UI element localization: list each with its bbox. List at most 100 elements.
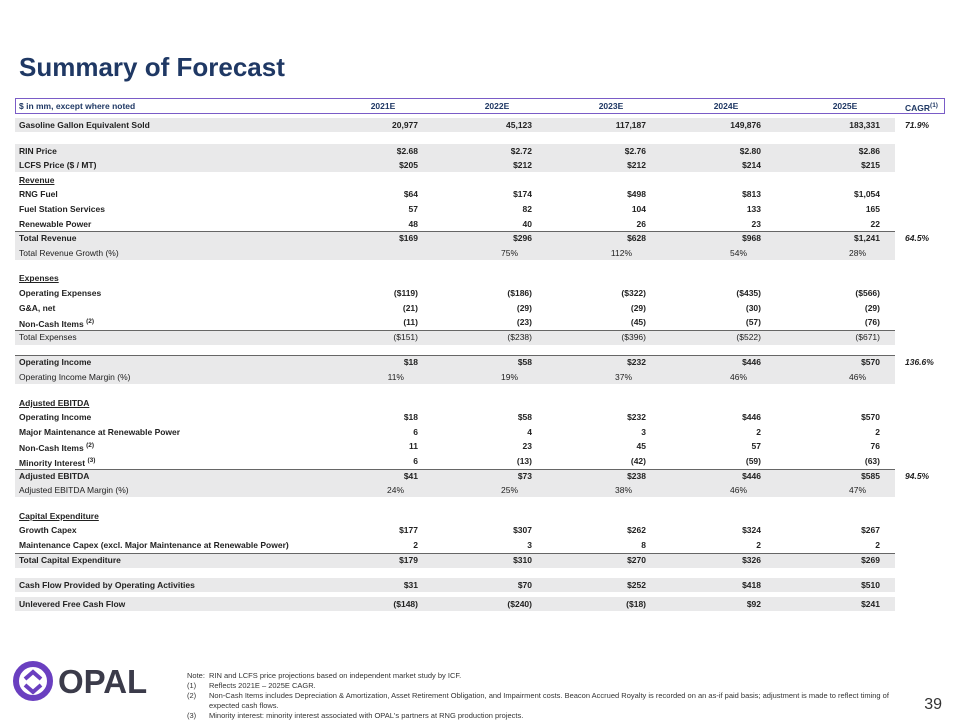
value-cell: 8 bbox=[641, 540, 646, 550]
section-heading: Adjusted EBITDA bbox=[19, 397, 90, 408]
value-cell: (42) bbox=[630, 456, 646, 466]
value-cell: ($240) bbox=[507, 598, 532, 609]
value-cell: 3 bbox=[641, 426, 646, 437]
value-cell: 57 bbox=[751, 441, 761, 452]
row-background bbox=[15, 217, 895, 231]
value-cell: 54% bbox=[729, 247, 747, 258]
value-cell: 149,876 bbox=[730, 120, 761, 130]
row-label: Non-Cash Items (2) bbox=[19, 442, 95, 454]
value-cell: 2 bbox=[413, 540, 418, 550]
value-cell: (13) bbox=[516, 456, 532, 466]
value-cell: $628 bbox=[627, 233, 646, 244]
row-label: Gasoline Gallon Equivalent Sold bbox=[19, 120, 150, 130]
logo-ring bbox=[13, 661, 53, 701]
row-label: Maintenance Capex (excl. Major Maintenan… bbox=[19, 540, 289, 550]
value-cell: $446 bbox=[742, 470, 761, 481]
value-cell: ($435) bbox=[736, 288, 761, 298]
value-cell: $446 bbox=[742, 412, 761, 423]
section-heading: Expenses bbox=[19, 273, 59, 284]
row-label: RIN Price bbox=[19, 145, 57, 156]
value-cell: 4 bbox=[527, 426, 532, 437]
value-cell: (29) bbox=[630, 302, 646, 313]
value-cell: 20,977 bbox=[392, 120, 418, 130]
value-cell: $174 bbox=[513, 189, 532, 200]
value-cell: $241 bbox=[861, 598, 880, 609]
value-cell: 40 bbox=[522, 218, 532, 229]
row-label: Fuel Station Services bbox=[19, 204, 105, 214]
row-label: Growth Capex bbox=[19, 525, 77, 536]
footnote-marker: (3) bbox=[87, 457, 96, 464]
value-cell: 19% bbox=[500, 372, 518, 382]
value-cell: $262 bbox=[627, 525, 646, 536]
value-cell: 76 bbox=[870, 441, 880, 452]
value-cell: 2 bbox=[756, 540, 761, 550]
value-cell: 46% bbox=[729, 372, 747, 382]
header-label: $ in mm, except where noted bbox=[19, 101, 136, 111]
value-cell: 11% bbox=[387, 372, 404, 382]
value-cell: $498 bbox=[627, 189, 646, 200]
value-cell: 22 bbox=[870, 218, 880, 229]
value-cell: 165 bbox=[865, 204, 880, 214]
row-background bbox=[15, 509, 895, 523]
value-cell: 6 bbox=[413, 426, 418, 437]
row-label: Total Capital Expenditure bbox=[19, 554, 121, 565]
column-header: 2025E bbox=[832, 101, 858, 111]
value-cell: (29) bbox=[516, 302, 532, 313]
value-cell: $2.86 bbox=[858, 145, 880, 156]
value-cell: 28% bbox=[848, 247, 866, 258]
value-cell: (76) bbox=[864, 317, 880, 328]
section-heading: Capital Expenditure bbox=[19, 510, 99, 521]
value-cell: 3 bbox=[527, 540, 532, 550]
value-cell: ($566) bbox=[855, 288, 880, 298]
value-cell: 45 bbox=[636, 441, 646, 452]
page-number: 39 bbox=[924, 696, 942, 713]
row-label: Unlevered Free Cash Flow bbox=[19, 598, 126, 609]
value-cell: 23 bbox=[522, 441, 532, 452]
note-marker: (3) bbox=[187, 711, 197, 720]
value-cell: $310 bbox=[513, 554, 532, 565]
section-heading: Revenue bbox=[19, 174, 55, 185]
logo-mark bbox=[23, 669, 43, 695]
value-cell: $307 bbox=[513, 525, 532, 536]
value-cell: (45) bbox=[630, 317, 646, 328]
row-background bbox=[15, 523, 895, 537]
value-cell: $269 bbox=[861, 554, 880, 565]
value-cell: (57) bbox=[745, 317, 761, 328]
note-text: Minority interest: minority interest ass… bbox=[209, 711, 524, 720]
row-background bbox=[15, 596, 895, 611]
row-label: Non-Cash Items (2) bbox=[19, 318, 95, 330]
value-cell: $2.68 bbox=[396, 145, 418, 156]
value-cell: $212 bbox=[627, 160, 646, 171]
value-cell: 112% bbox=[610, 247, 632, 258]
row-label: Adjusted EBITDA bbox=[19, 470, 90, 481]
value-cell: 47% bbox=[848, 485, 866, 496]
value-cell: $215 bbox=[861, 160, 880, 171]
value-cell: ($238) bbox=[507, 331, 532, 342]
value-cell: 23 bbox=[751, 218, 761, 229]
value-cell: $270 bbox=[627, 554, 646, 565]
row-background bbox=[15, 315, 895, 329]
row-label: Operating Income bbox=[19, 412, 92, 423]
value-cell: $58 bbox=[517, 412, 532, 423]
value-cell: $179 bbox=[399, 554, 418, 565]
value-cell: $1,241 bbox=[854, 233, 880, 244]
value-cell: $2.80 bbox=[739, 145, 761, 156]
value-cell: ($186) bbox=[507, 288, 532, 298]
value-cell: ($522) bbox=[736, 331, 761, 342]
cagr-note: (1) bbox=[930, 102, 938, 109]
value-cell: ($396) bbox=[621, 331, 646, 342]
value-cell: $510 bbox=[861, 580, 880, 591]
value-cell: $585 bbox=[861, 470, 880, 481]
row-background bbox=[15, 355, 895, 371]
value-cell: $418 bbox=[742, 580, 761, 591]
value-cell: (21) bbox=[402, 302, 418, 313]
value-cell: 6 bbox=[413, 456, 418, 466]
row-label: G&A, net bbox=[19, 302, 56, 313]
value-cell: ($18) bbox=[626, 598, 646, 609]
row-label: Total Expenses bbox=[19, 331, 77, 342]
cagr-value: 94.5% bbox=[905, 470, 930, 481]
value-cell: $18 bbox=[403, 412, 418, 423]
value-cell: $446 bbox=[742, 357, 761, 368]
value-cell: $324 bbox=[742, 525, 761, 536]
value-cell: 46% bbox=[848, 372, 866, 382]
